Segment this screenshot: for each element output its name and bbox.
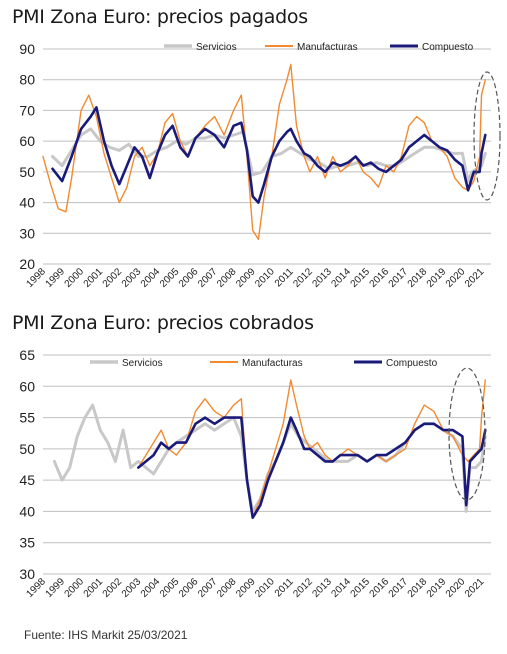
x-tick-label: 2008 xyxy=(215,266,239,290)
x-tick-label: 2000 xyxy=(63,266,87,290)
y-tick-label: 50 xyxy=(19,441,35,457)
x-tick-label: 2015 xyxy=(349,266,373,290)
source-note: Fuente: IHS Markit 25/03/2021 xyxy=(24,628,188,642)
x-tick-label: 2005 xyxy=(158,576,182,600)
x-tick-label: 2002 xyxy=(101,576,125,600)
x-tick-label: 2007 xyxy=(196,576,220,600)
x-tick-label: 2018 xyxy=(406,576,430,600)
x-tick-label: 2013 xyxy=(310,576,334,600)
x-tick-label: 1999 xyxy=(44,266,68,290)
x-tick-label: 2012 xyxy=(291,576,315,600)
legend-label: Servicios xyxy=(196,42,237,53)
x-tick-label: 2007 xyxy=(196,266,220,290)
x-tick-label: 1999 xyxy=(44,576,68,600)
y-tick-label: 90 xyxy=(19,41,35,57)
x-tick-label: 2018 xyxy=(406,266,430,290)
x-tick-label: 2011 xyxy=(273,266,296,289)
x-tick-label: 2013 xyxy=(310,266,334,290)
x-tick-label: 2001 xyxy=(82,266,106,290)
x-tick-label: 2017 xyxy=(387,266,411,290)
x-tick-label: 2016 xyxy=(368,266,392,290)
y-tick-label: 45 xyxy=(19,472,35,488)
y-tick-label: 80 xyxy=(19,72,35,88)
x-tick-label: 2020 xyxy=(444,266,468,290)
y-tick-label: 35 xyxy=(19,535,35,551)
series-line-compuesto xyxy=(51,106,487,204)
series-line-compuesto xyxy=(137,416,487,519)
y-tick-label: 70 xyxy=(19,102,35,118)
highlight-ellipse xyxy=(473,71,501,201)
legend-label: Compuesto xyxy=(422,42,474,53)
series-line-servicios xyxy=(51,127,487,183)
y-tick-label: 20 xyxy=(19,256,35,272)
x-tick-label: 2020 xyxy=(444,576,468,600)
x-tick-label: 2014 xyxy=(329,576,353,600)
y-tick-label: 30 xyxy=(19,225,35,241)
x-tick-label: 2006 xyxy=(177,266,201,290)
x-tick-label: 2019 xyxy=(425,266,449,290)
x-tick-label: 2010 xyxy=(253,266,277,290)
x-tick-label: 2017 xyxy=(387,576,411,600)
chart-precios-cobrados: 3035404550556065199819992000200120022003… xyxy=(19,347,491,600)
x-tick-label: 2000 xyxy=(63,576,87,600)
y-tick-label: 60 xyxy=(19,133,35,149)
x-tick-label: 2010 xyxy=(253,576,277,600)
x-tick-label: 2021 xyxy=(463,266,487,290)
x-tick-label: 2014 xyxy=(329,266,353,290)
legend-label: Manufacturas xyxy=(242,358,303,369)
chart-title-pagados: PMI Zona Euro: precios pagados xyxy=(12,6,308,28)
x-tick-label: 2004 xyxy=(139,576,163,600)
x-tick-label: 2003 xyxy=(120,266,144,290)
y-tick-label: 65 xyxy=(19,347,35,363)
x-tick-label: 2011 xyxy=(273,576,296,599)
chart-precios-pagados: 2030405060708090199819992000200120022003… xyxy=(19,41,501,290)
x-tick-label: 2006 xyxy=(177,576,201,600)
x-tick-label: 2016 xyxy=(368,576,392,600)
legend-label: Manufacturas xyxy=(297,42,358,53)
highlight-ellipse xyxy=(448,367,486,501)
x-tick-label: 2019 xyxy=(425,576,449,600)
x-tick-label: 2009 xyxy=(234,266,258,290)
y-tick-label: 40 xyxy=(19,503,35,519)
x-tick-label: 2021 xyxy=(463,576,487,600)
x-tick-label: 2002 xyxy=(101,266,125,290)
legend-label: Servicios xyxy=(122,358,163,369)
x-tick-label: 2005 xyxy=(158,266,182,290)
x-tick-label: 2008 xyxy=(215,576,239,600)
y-tick-label: 60 xyxy=(19,378,35,394)
y-tick-label: 50 xyxy=(19,164,35,180)
y-tick-label: 40 xyxy=(19,195,35,211)
x-tick-label: 2003 xyxy=(120,576,144,600)
x-tick-label: 2009 xyxy=(234,576,258,600)
y-tick-label: 55 xyxy=(19,410,35,426)
legend-label: Compuesto xyxy=(386,358,438,369)
x-tick-label: 2004 xyxy=(139,266,163,290)
x-tick-label: 2001 xyxy=(82,576,106,600)
y-tick-label: 30 xyxy=(19,566,35,582)
x-tick-label: 2012 xyxy=(291,266,315,290)
x-tick-label: 2015 xyxy=(349,576,373,600)
series-line-manufacturas xyxy=(42,63,486,241)
chart-title-cobrados: PMI Zona Euro: precios cobrados xyxy=(12,312,314,334)
series-line-servicios xyxy=(52,403,487,513)
